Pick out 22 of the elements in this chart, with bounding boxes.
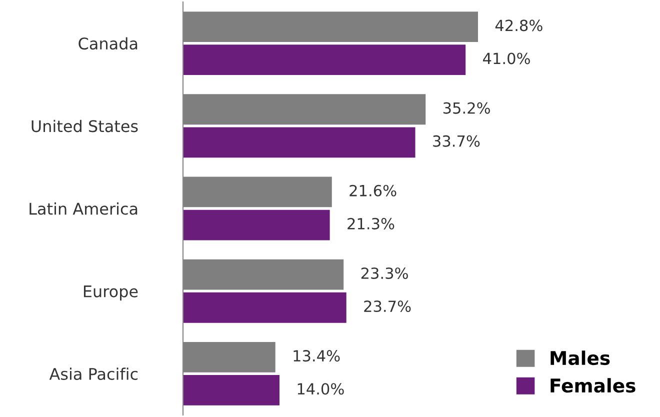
data-label: 42.8% xyxy=(495,20,542,32)
data-label: 21.3% xyxy=(348,218,394,230)
data-label: 41.0% xyxy=(483,52,530,64)
data-label: 21.6% xyxy=(350,184,396,196)
y-tick-label: Europe xyxy=(84,286,138,300)
data-label: 35.2% xyxy=(443,102,490,114)
data-label: 13.4% xyxy=(294,350,340,362)
y-tick-label: Latin America xyxy=(30,202,138,215)
legend-label: Males xyxy=(550,350,610,366)
bar xyxy=(183,44,466,76)
data-label: 33.7% xyxy=(433,135,480,147)
y-tick-label: Canada xyxy=(78,37,138,50)
data-label: 23.7% xyxy=(364,300,411,312)
data-label: 23.3% xyxy=(361,267,408,280)
y-tick-label: United States xyxy=(32,120,138,132)
legend-label: Females xyxy=(550,378,636,393)
bar xyxy=(183,127,416,158)
bar xyxy=(183,292,346,323)
bar xyxy=(183,375,280,406)
data-label: 14.0% xyxy=(298,383,344,395)
y-tick-label: Asia Pacific xyxy=(49,368,138,380)
bar xyxy=(183,210,330,240)
